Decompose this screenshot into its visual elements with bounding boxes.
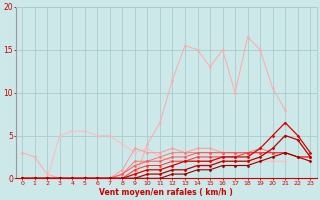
- X-axis label: Vent moyen/en rafales ( km/h ): Vent moyen/en rafales ( km/h ): [99, 188, 233, 197]
